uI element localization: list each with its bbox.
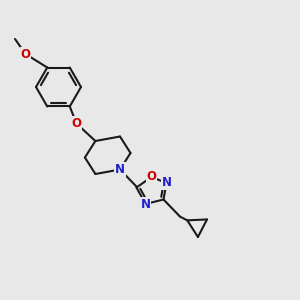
Text: O: O — [71, 117, 82, 130]
Text: N: N — [140, 197, 151, 211]
Text: O: O — [20, 47, 31, 61]
Text: N: N — [161, 176, 172, 190]
Text: O: O — [146, 170, 157, 184]
Text: N: N — [115, 163, 125, 176]
